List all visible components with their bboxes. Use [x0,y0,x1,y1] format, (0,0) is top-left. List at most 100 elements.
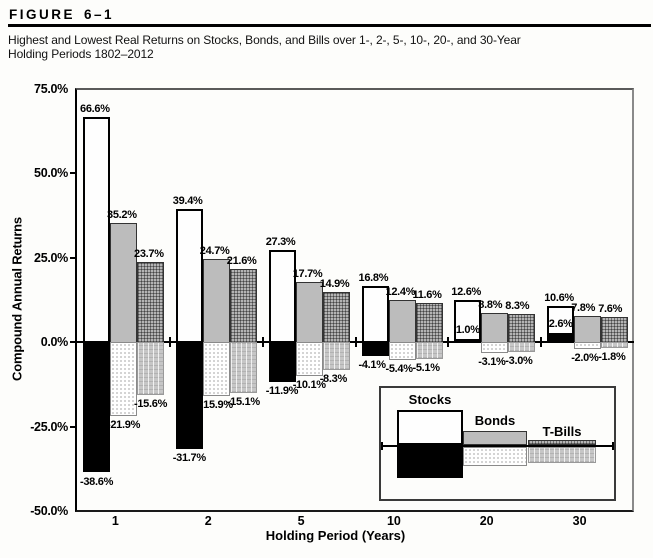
bar-stocks-low [83,342,110,473]
bar-tbills-low [322,342,350,371]
y-tick-label: -50.0% [30,504,68,518]
figure-label-word: FIGURE [9,7,76,22]
bar-stocks-low [454,338,482,344]
legend-item-stocks: Stocks [408,392,452,407]
legend-swatch-tbills-low [528,447,596,463]
figure-label-number: 6–1 [84,7,115,22]
bar-value-label: -2.0% [571,352,599,364]
bar-stocks-high [83,117,110,344]
legend-axis-line [382,445,613,447]
y-tick-label: 50.0% [34,166,68,181]
x-axis-tick [261,337,264,348]
bar-value-label: 66.6% [80,103,110,116]
bar-value-label: -15.6% [134,397,168,410]
x-axis-tick [354,337,357,348]
x-tick-label: 10 [386,514,401,528]
bar-value-label: -38.6% [80,475,114,488]
bar-value-label: -8.3% [319,373,348,386]
y-axis-tick [70,256,77,259]
bar-bonds-low [110,342,137,417]
bar-tbills-low [601,342,629,349]
legend-swatch-tbills-high [528,440,596,445]
bar-tbills-high [322,291,350,344]
bar-bonds-high [574,315,602,344]
bar-value-label: 11.6% [412,289,442,301]
bar-value-label: -5.4% [385,363,414,376]
bar-bonds-high [110,223,137,344]
y-tick-label: -25.0% [30,419,68,434]
bar-value-label: -31.7% [172,452,206,465]
bar-tbills-low [415,342,443,360]
bar-tbills-high [229,269,257,344]
bar-bonds-low [202,342,230,396]
bar-value-label: 16.8% [358,271,389,284]
x-axis-tick [168,337,171,348]
bar-value-label: 2.6% [548,318,573,331]
bar-stocks-low [268,342,296,383]
bar-value-label: -11.9% [265,385,299,398]
y-axis-title: Compound Annual Returns [9,217,25,381]
x-tick-label: 2 [204,514,212,528]
figure-subtitle-line2: Holding Periods 1802–2012 [8,47,154,61]
bar-bonds-high [388,300,416,344]
bar-bonds-low [574,342,602,349]
bar-value-label: 21.6% [226,255,257,268]
bar-value-label: -1.8% [598,351,626,364]
legend-item-bonds: Bonds [474,413,516,428]
legend-axis-tick-left [381,442,383,450]
bar-stocks-high [175,209,203,344]
bar-bonds-low [295,342,323,377]
y-tick-label: 0.0% [40,335,69,350]
x-axis-tick [540,337,543,348]
bar-stocks-low [547,333,575,344]
bar-value-label: 35.2% [107,209,137,222]
legend-swatch-stocks-low [397,447,463,478]
x-tick-label: 30 [572,514,587,528]
y-axis-tick [70,341,77,344]
bar-tbills-low [229,342,257,394]
figure-subtitle-line1: Highest and Lowest Real Returns on Stock… [8,33,521,47]
bar-value-label: 7.6% [598,302,623,315]
bar-tbills-high [601,316,629,344]
x-tick-label: 5 [297,514,305,528]
bar-value-label: 27.3% [265,236,296,248]
bar-bonds-high [481,312,509,344]
bar-value-label: -3.0% [505,355,533,368]
bar-bonds-low [481,342,509,353]
legend-swatch-stocks-high [397,410,463,445]
bar-value-label: -4.1% [358,359,387,371]
x-axis-title: Holding Period (Years) [265,528,406,543]
plot-frame [75,88,634,512]
bar-value-label: 12.4% [385,286,416,299]
y-axis-tick [70,172,77,175]
bar-stocks-high [268,250,296,344]
figure-label: FIGURE 6–1 [9,7,114,22]
y-tick-label: 25.0% [34,250,68,265]
bar-stocks-low [175,342,203,450]
bar-value-label: 23.7% [134,248,164,261]
bar-tbills-high [137,262,164,344]
bar-value-label: 7.8% [571,301,596,314]
bar-stocks-high [454,299,482,344]
bar-value-label: 10.6% [544,292,574,305]
legend-item-tbills: T-Bills [542,424,582,439]
bar-stocks-high [361,285,389,344]
bar-bonds-high [202,258,230,344]
x-tick-label: 20 [479,514,494,528]
y-axis-tick [70,425,77,428]
bar-value-label: 8.3% [505,300,530,313]
x-axis-tick [447,337,450,348]
bar-bonds-high [295,282,323,344]
bar-value-label: 24.7% [199,244,230,257]
bar-value-label: 8.8% [478,298,503,311]
legend-swatch-bonds-high [463,431,527,445]
bar-stocks-low [361,342,389,356]
bar-tbills-high [415,303,443,344]
bar-value-label: 14.9% [319,277,350,290]
bar-bonds-low [388,342,416,361]
bar-tbills-low [508,342,536,353]
bar-value-label: 12.6% [451,285,481,298]
legend-axis-tick-right [612,442,614,450]
bar-value-label: -5.1% [412,362,441,375]
